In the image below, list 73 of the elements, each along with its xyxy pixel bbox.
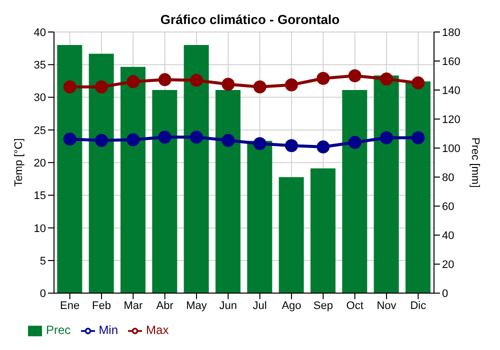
y-tick-label: 5 [40,255,46,268]
bar [278,177,304,294]
y2-tick-label: 40 [442,230,454,242]
x-tick-label: Mar [124,300,143,312]
point [126,133,140,146]
y-tick-label: 25 [34,124,46,137]
point [348,69,362,82]
bar [310,168,336,294]
y2-tick-label: 80 [442,172,454,184]
bar [247,140,272,294]
x-tick-label: May [186,300,208,312]
y2-tick-label: 100 [442,142,460,155]
point [95,134,108,147]
point [222,134,235,147]
x-tick-label: Ago [282,300,302,312]
x-tick-label: Jul [252,300,267,312]
point [253,80,266,94]
bar [184,45,209,294]
legend-label: Max [146,323,169,338]
chart-title: Gráfico climático - Gorontalo [159,12,341,27]
y2-tick-label: 160 [442,56,460,68]
legend-label: Prec [46,323,71,338]
point [412,76,425,90]
y2-tick-label: 180 [442,26,460,39]
x-tick-label: Sep [313,300,333,312]
x-tick-label: Abr [156,300,174,312]
point [222,78,235,91]
bar [88,54,114,294]
x-tick-label: Dic [410,300,427,312]
y-tick-label: 10 [34,222,46,235]
point [285,78,298,92]
y2-tick-label: 20 [442,259,454,272]
bar [406,81,430,294]
point [63,132,76,146]
x-tick-label: Feb [92,300,111,312]
y-tick-label: 35 [34,60,46,72]
point [380,72,393,86]
bar [342,90,368,294]
x-tick-label: Jun [219,300,238,312]
point [158,130,172,144]
y-tick-label: 0 [40,288,46,300]
bar [57,45,82,294]
x-tick-label: Oct [346,300,364,312]
point [190,130,203,144]
legend-label: Min [98,323,118,338]
y2-tick-label: 140 [442,84,460,97]
y-tick-label: 20 [34,157,46,170]
y-tick-label: 30 [34,92,46,104]
y-tick-label: 40 [34,26,46,39]
point [412,131,425,144]
y2-axis-title: Prec [mm] [469,138,482,188]
y2-tick-label: 60 [442,201,454,214]
y2-tick-label: 120 [442,114,460,126]
point [316,140,330,154]
y2-tick-label: 0 [442,288,448,300]
x-tick-label: Ene [60,300,80,312]
point [95,80,108,94]
point [253,137,266,150]
bar [374,76,399,294]
point [316,72,330,85]
point [380,131,393,144]
bar [120,66,146,294]
point [190,74,203,87]
bar [152,90,178,294]
x-tick-label: Nov [376,300,397,312]
y-tick-label: 15 [34,190,46,202]
point [285,139,298,152]
bar [216,90,240,294]
point [63,80,76,94]
y-axis-title: Temp [°C] [12,138,25,187]
point [348,136,362,149]
point [158,73,172,86]
point [126,75,140,88]
